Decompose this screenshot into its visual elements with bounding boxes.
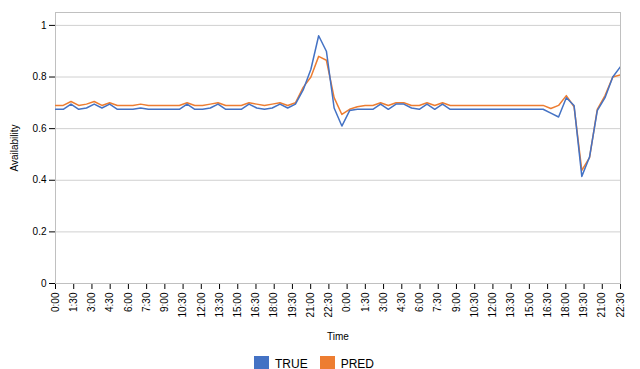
svg-text:12:00: 12:00 xyxy=(487,292,498,317)
svg-text:3:00: 3:00 xyxy=(86,292,97,312)
svg-text:16:30: 16:30 xyxy=(542,292,553,317)
svg-text:0: 0 xyxy=(41,278,47,289)
svg-text:4:30: 4:30 xyxy=(104,292,115,312)
svg-text:21:00: 21:00 xyxy=(305,292,316,317)
svg-text:0.6: 0.6 xyxy=(33,123,47,134)
svg-text:0.2: 0.2 xyxy=(33,226,47,237)
svg-text:12:00: 12:00 xyxy=(196,292,207,317)
svg-text:9:00: 9:00 xyxy=(451,292,462,312)
svg-text:7:30: 7:30 xyxy=(141,292,152,312)
svg-text:0.4: 0.4 xyxy=(33,174,47,185)
svg-text:1: 1 xyxy=(41,20,47,31)
svg-text:13:30: 13:30 xyxy=(214,292,225,317)
svg-text:0:00: 0:00 xyxy=(341,292,352,312)
svg-text:10:30: 10:30 xyxy=(177,292,188,317)
svg-text:18:00: 18:00 xyxy=(268,292,279,317)
svg-text:3:00: 3:00 xyxy=(378,292,389,312)
svg-text:22:30: 22:30 xyxy=(615,292,626,317)
svg-text:1:30: 1:30 xyxy=(360,292,371,312)
svg-text:13:30: 13:30 xyxy=(505,292,516,317)
svg-text:21:00: 21:00 xyxy=(596,292,607,317)
svg-text:9:00: 9:00 xyxy=(159,292,170,312)
svg-text:4:30: 4:30 xyxy=(396,292,407,312)
svg-text:0.8: 0.8 xyxy=(33,71,47,82)
svg-text:6:00: 6:00 xyxy=(123,292,134,312)
svg-text:19:30: 19:30 xyxy=(578,292,589,317)
svg-text:15:00: 15:00 xyxy=(232,292,243,317)
svg-text:6:00: 6:00 xyxy=(414,292,425,312)
svg-text:16:30: 16:30 xyxy=(250,292,261,317)
svg-text:19:30: 19:30 xyxy=(287,292,298,317)
svg-text:1:30: 1:30 xyxy=(68,292,79,312)
svg-text:Time: Time xyxy=(327,331,349,342)
svg-text:22:30: 22:30 xyxy=(323,292,334,317)
svg-text:15:00: 15:00 xyxy=(524,292,535,317)
svg-text:0:00: 0:00 xyxy=(50,292,61,312)
svg-text:18:00: 18:00 xyxy=(560,292,571,317)
svg-text:7:30: 7:30 xyxy=(432,292,443,312)
svg-text:10:30: 10:30 xyxy=(469,292,480,317)
svg-text:Availability: Availability xyxy=(9,124,20,171)
